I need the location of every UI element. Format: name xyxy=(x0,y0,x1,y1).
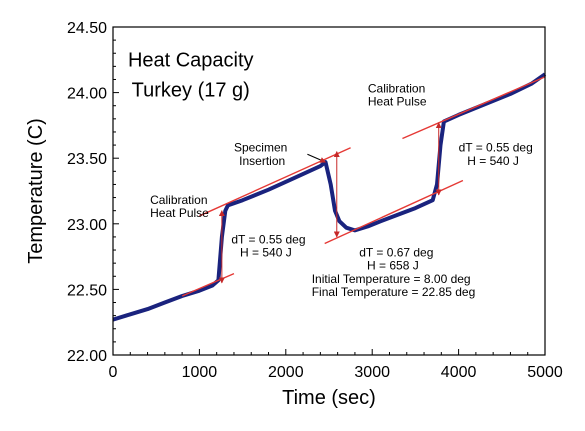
annotation-7: H = 658 J xyxy=(367,259,419,273)
annotation-12: dT = 0.55 deg xyxy=(459,141,533,155)
y-tick-label: 24.50 xyxy=(67,20,107,37)
x-tick-label: 3000 xyxy=(354,364,390,381)
chart-subtitle: Turkey (17 g) xyxy=(132,80,250,102)
chart-marks xyxy=(112,72,547,322)
series-line-0 xyxy=(112,72,547,322)
y-axis: 22.00 22.50 23.00 23.50 24.00 24.50 xyxy=(67,20,119,365)
x-tick-label: 2000 xyxy=(268,364,304,381)
x-tick-label: 5000 xyxy=(527,364,563,381)
fit-line-2 xyxy=(324,179,464,245)
annotation-8: Initial Temperature = 8.00 deg xyxy=(312,272,471,286)
annotation-4: dT = 0.55 deg xyxy=(231,232,305,246)
annotation-1: Heat Pulse xyxy=(150,206,209,220)
insertion-pointer xyxy=(307,153,327,163)
x-tick-label: 1000 xyxy=(182,364,218,381)
y-tick-label: 22.50 xyxy=(67,282,107,299)
x-axis-label: Time (sec) xyxy=(282,387,376,409)
annotation-6: dT = 0.67 deg xyxy=(359,246,433,260)
annotation-0: Calibration xyxy=(150,193,207,207)
y-axis-label: Temperature (C) xyxy=(25,118,47,264)
y-tick-label: 24.00 xyxy=(67,86,107,103)
fit-line-0 xyxy=(181,273,235,297)
annotation-2: Specimen xyxy=(234,141,287,155)
fit-line-3 xyxy=(402,76,546,140)
annotation-11: Heat Pulse xyxy=(368,95,427,109)
chart-title: Heat Capacity xyxy=(128,49,254,71)
x-axis: 0 1000 2000 3000 4000 5000 xyxy=(109,349,563,381)
y-tick-label: 22.00 xyxy=(67,348,107,365)
annotation-3: Insertion xyxy=(239,154,285,168)
x-tick-label: 4000 xyxy=(441,364,477,381)
annotation-9: Final Temperature = 22.85 deg xyxy=(312,285,476,299)
annotation-5: H = 540 J xyxy=(240,246,292,260)
y-tick-label: 23.00 xyxy=(67,217,107,234)
x-tick-label: 0 xyxy=(109,364,118,381)
y-tick-label: 23.50 xyxy=(67,151,107,168)
annotation-13: H = 540 J xyxy=(467,154,519,168)
annotation-10: Calibration xyxy=(368,82,425,96)
plot-frame xyxy=(112,26,546,356)
